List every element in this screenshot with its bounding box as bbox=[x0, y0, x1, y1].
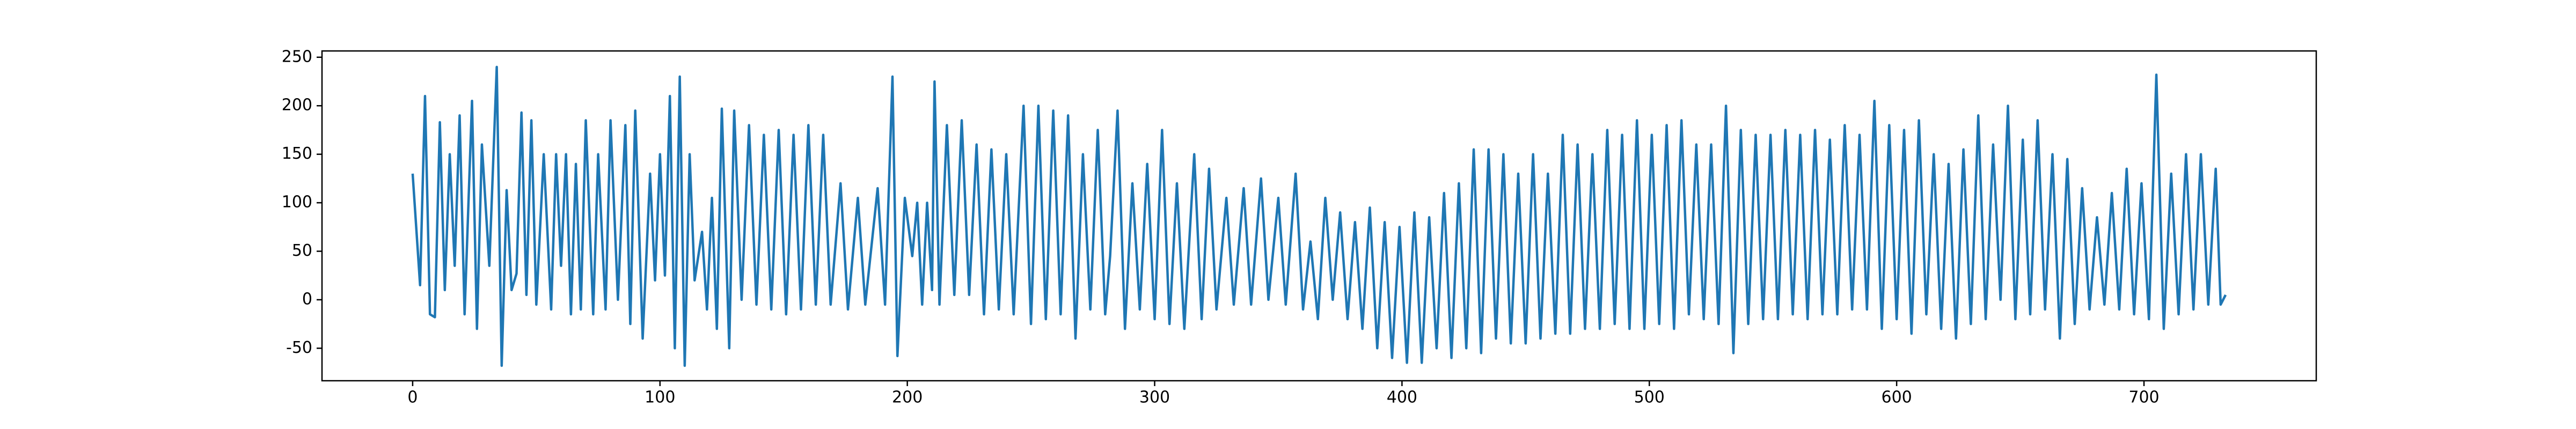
x-tick-label: 100 bbox=[645, 388, 675, 407]
x-tick-label: 400 bbox=[1387, 388, 1417, 407]
y-tick-label: 200 bbox=[282, 96, 312, 115]
y-tick-label: 100 bbox=[282, 193, 312, 212]
data-line bbox=[411, 65, 2227, 367]
y-tick-label: 150 bbox=[282, 144, 312, 163]
y-tick-label: -50 bbox=[286, 338, 312, 357]
x-tick-label: 200 bbox=[892, 388, 923, 407]
x-tick-label: 0 bbox=[407, 388, 418, 407]
x-tick-label: 500 bbox=[1634, 388, 1665, 407]
x-tick-label: 300 bbox=[1139, 388, 1170, 407]
x-tick-label: 700 bbox=[2128, 388, 2159, 407]
plot-frame bbox=[321, 50, 2317, 382]
x-tick-label: 600 bbox=[1882, 388, 1912, 407]
y-tick-label: 50 bbox=[292, 241, 312, 260]
y-tick-label: 250 bbox=[282, 47, 312, 66]
y-tick-label: 0 bbox=[302, 290, 312, 308]
